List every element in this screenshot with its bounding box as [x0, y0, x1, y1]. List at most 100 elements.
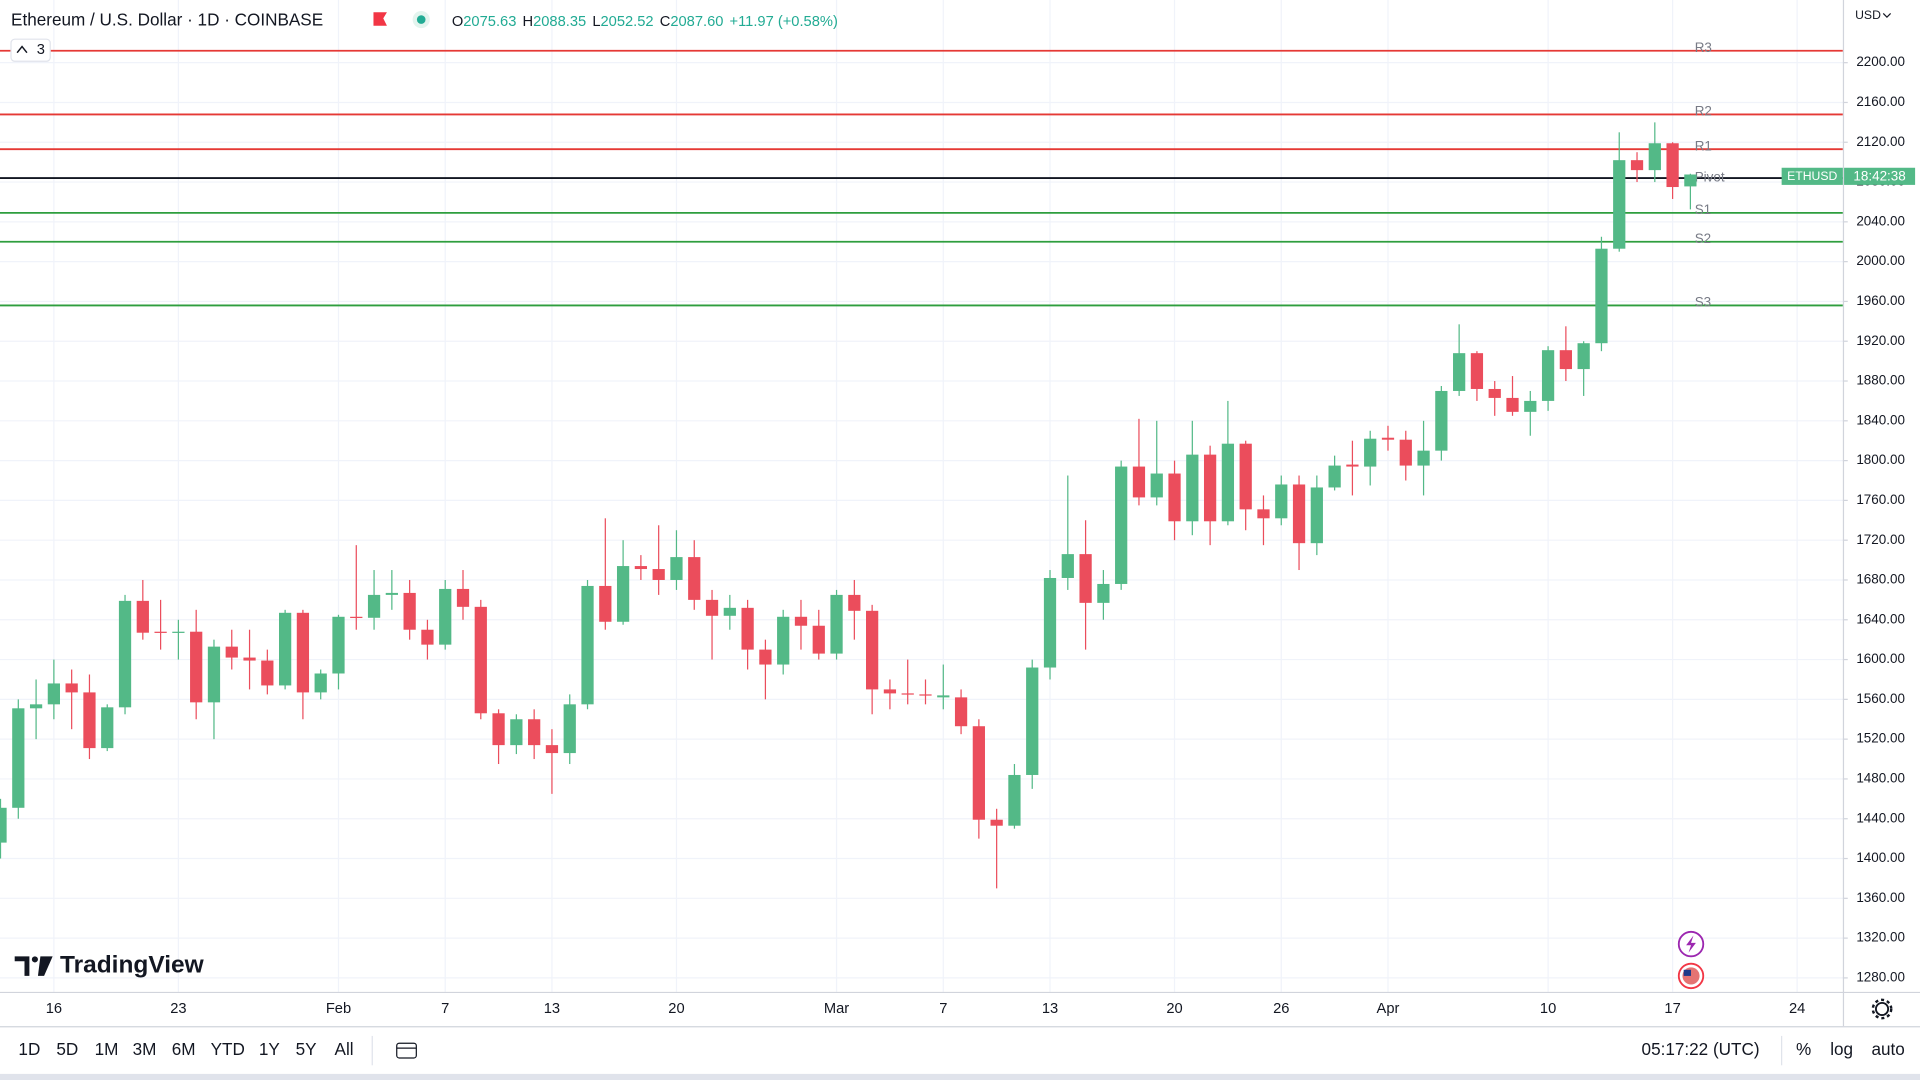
pivot-label: R2 [1695, 104, 1712, 119]
candle-body [1221, 443, 1235, 522]
candle-body [456, 588, 470, 607]
candle-body [172, 631, 185, 633]
countdown-tag [1844, 167, 1916, 185]
y-tick-label: 1760.00 [1856, 492, 1905, 507]
range-button[interactable]: 1D [18, 1039, 40, 1059]
y-tick-label: 1920.00 [1856, 333, 1905, 348]
candle-body [296, 612, 310, 693]
date-range-icon[interactable] [396, 1042, 417, 1059]
candle-body [723, 607, 736, 616]
candle-body [670, 557, 683, 580]
candle-body [492, 713, 505, 746]
symbol-tag [1781, 167, 1843, 185]
candle-body [207, 646, 221, 703]
y-tick-label: 1400.00 [1856, 850, 1905, 865]
candle-body [563, 704, 576, 754]
y-tick-label: 1840.00 [1856, 412, 1905, 427]
candle-body [474, 606, 487, 714]
candle-body [688, 557, 701, 600]
candle-body [581, 585, 594, 705]
candle-body [350, 616, 363, 619]
candle-body [1203, 454, 1217, 522]
y-tick-label: 1640.00 [1856, 611, 1905, 626]
candle-body [652, 569, 665, 580]
settings-icon[interactable] [1875, 1001, 1890, 1017]
candle-body [1666, 143, 1679, 188]
candle-body [1435, 390, 1448, 451]
candle-body [990, 819, 1003, 826]
candle-body [279, 612, 292, 686]
range-button[interactable]: 3M [133, 1039, 157, 1059]
candle-body [136, 600, 149, 633]
x-tick-label: 20 [1166, 1001, 1182, 1017]
pivot-label: S3 [1695, 295, 1711, 310]
logo-mark [14, 956, 30, 976]
candle-body [154, 631, 167, 633]
candle-body [759, 649, 772, 665]
candle-body [1559, 350, 1572, 370]
symbol-tag-text: ETHUSD [1787, 169, 1837, 183]
y-tick-label: 1800.00 [1856, 452, 1905, 467]
y-tick-label: 1480.00 [1856, 771, 1905, 786]
candle-body [314, 673, 327, 693]
x-tick-label: Apr [1377, 1001, 1400, 1017]
y-tick-label: 1680.00 [1856, 572, 1905, 587]
x-tick-label: 7 [939, 1001, 947, 1017]
ohlc-key: O [452, 14, 463, 30]
scale-option[interactable]: auto [1871, 1039, 1904, 1059]
y-tick-label: 2120.00 [1856, 134, 1905, 149]
lightning-icon [1686, 935, 1696, 953]
candle-body [741, 607, 754, 650]
flag-icon[interactable] [373, 12, 387, 26]
ohlc-key: H [522, 14, 533, 30]
candle-body [12, 708, 25, 808]
range-button[interactable]: 5Y [296, 1039, 318, 1059]
x-tick-label: 17 [1664, 1001, 1680, 1017]
range-button[interactable]: All [335, 1039, 354, 1059]
countdown-text: 18:42:38 [1853, 169, 1905, 184]
candle-body [883, 689, 897, 694]
y-tick-label: 1320.00 [1856, 930, 1905, 945]
y-tick-label: 1600.00 [1856, 651, 1905, 666]
candle-body [1186, 454, 1199, 522]
x-tick-label: Feb [326, 1001, 351, 1017]
candle-body [954, 697, 968, 727]
x-tick-label: 20 [668, 1001, 684, 1017]
candle-body [972, 726, 985, 820]
symbol-title: Ethereum / U.S. Dollar · 1D · COINBASE [11, 9, 323, 29]
scale-option[interactable]: log [1830, 1039, 1853, 1059]
chevron-icon [16, 45, 28, 54]
y-tick-label: 2040.00 [1856, 213, 1905, 228]
candle-body [1061, 554, 1074, 578]
candle-body [1115, 466, 1128, 584]
candle-body [83, 692, 96, 749]
candle-body [1346, 464, 1359, 467]
candle-body [261, 660, 274, 686]
candle-body [1488, 388, 1501, 398]
x-tick-label: 26 [1273, 1001, 1289, 1017]
candle-body [101, 707, 114, 749]
candle-body [1453, 353, 1466, 391]
currency-label[interactable]: USD [1855, 8, 1881, 22]
range-button[interactable]: YTD [211, 1039, 245, 1059]
candle-body [1417, 450, 1430, 466]
candle-body [777, 616, 790, 665]
candle-body [439, 588, 452, 645]
range-button[interactable]: 1Y [259, 1039, 281, 1059]
ohlc-value: 2087.60 [670, 14, 723, 30]
candle-body [1506, 397, 1519, 412]
status-dot [416, 15, 426, 24]
indicators-toggle[interactable] [10, 38, 51, 62]
pivot-label: S2 [1695, 231, 1711, 246]
range-button[interactable]: 5D [56, 1039, 78, 1059]
range-button[interactable]: 1M [95, 1039, 119, 1059]
candle-body [367, 594, 381, 618]
range-button[interactable]: 6M [172, 1039, 196, 1059]
candle-body [1328, 465, 1341, 488]
scale-option[interactable]: % [1796, 1039, 1811, 1059]
settings-teeth [1871, 998, 1893, 1020]
candle-body [1577, 343, 1590, 370]
candle-body [1132, 466, 1146, 498]
candle-body [225, 646, 238, 658]
